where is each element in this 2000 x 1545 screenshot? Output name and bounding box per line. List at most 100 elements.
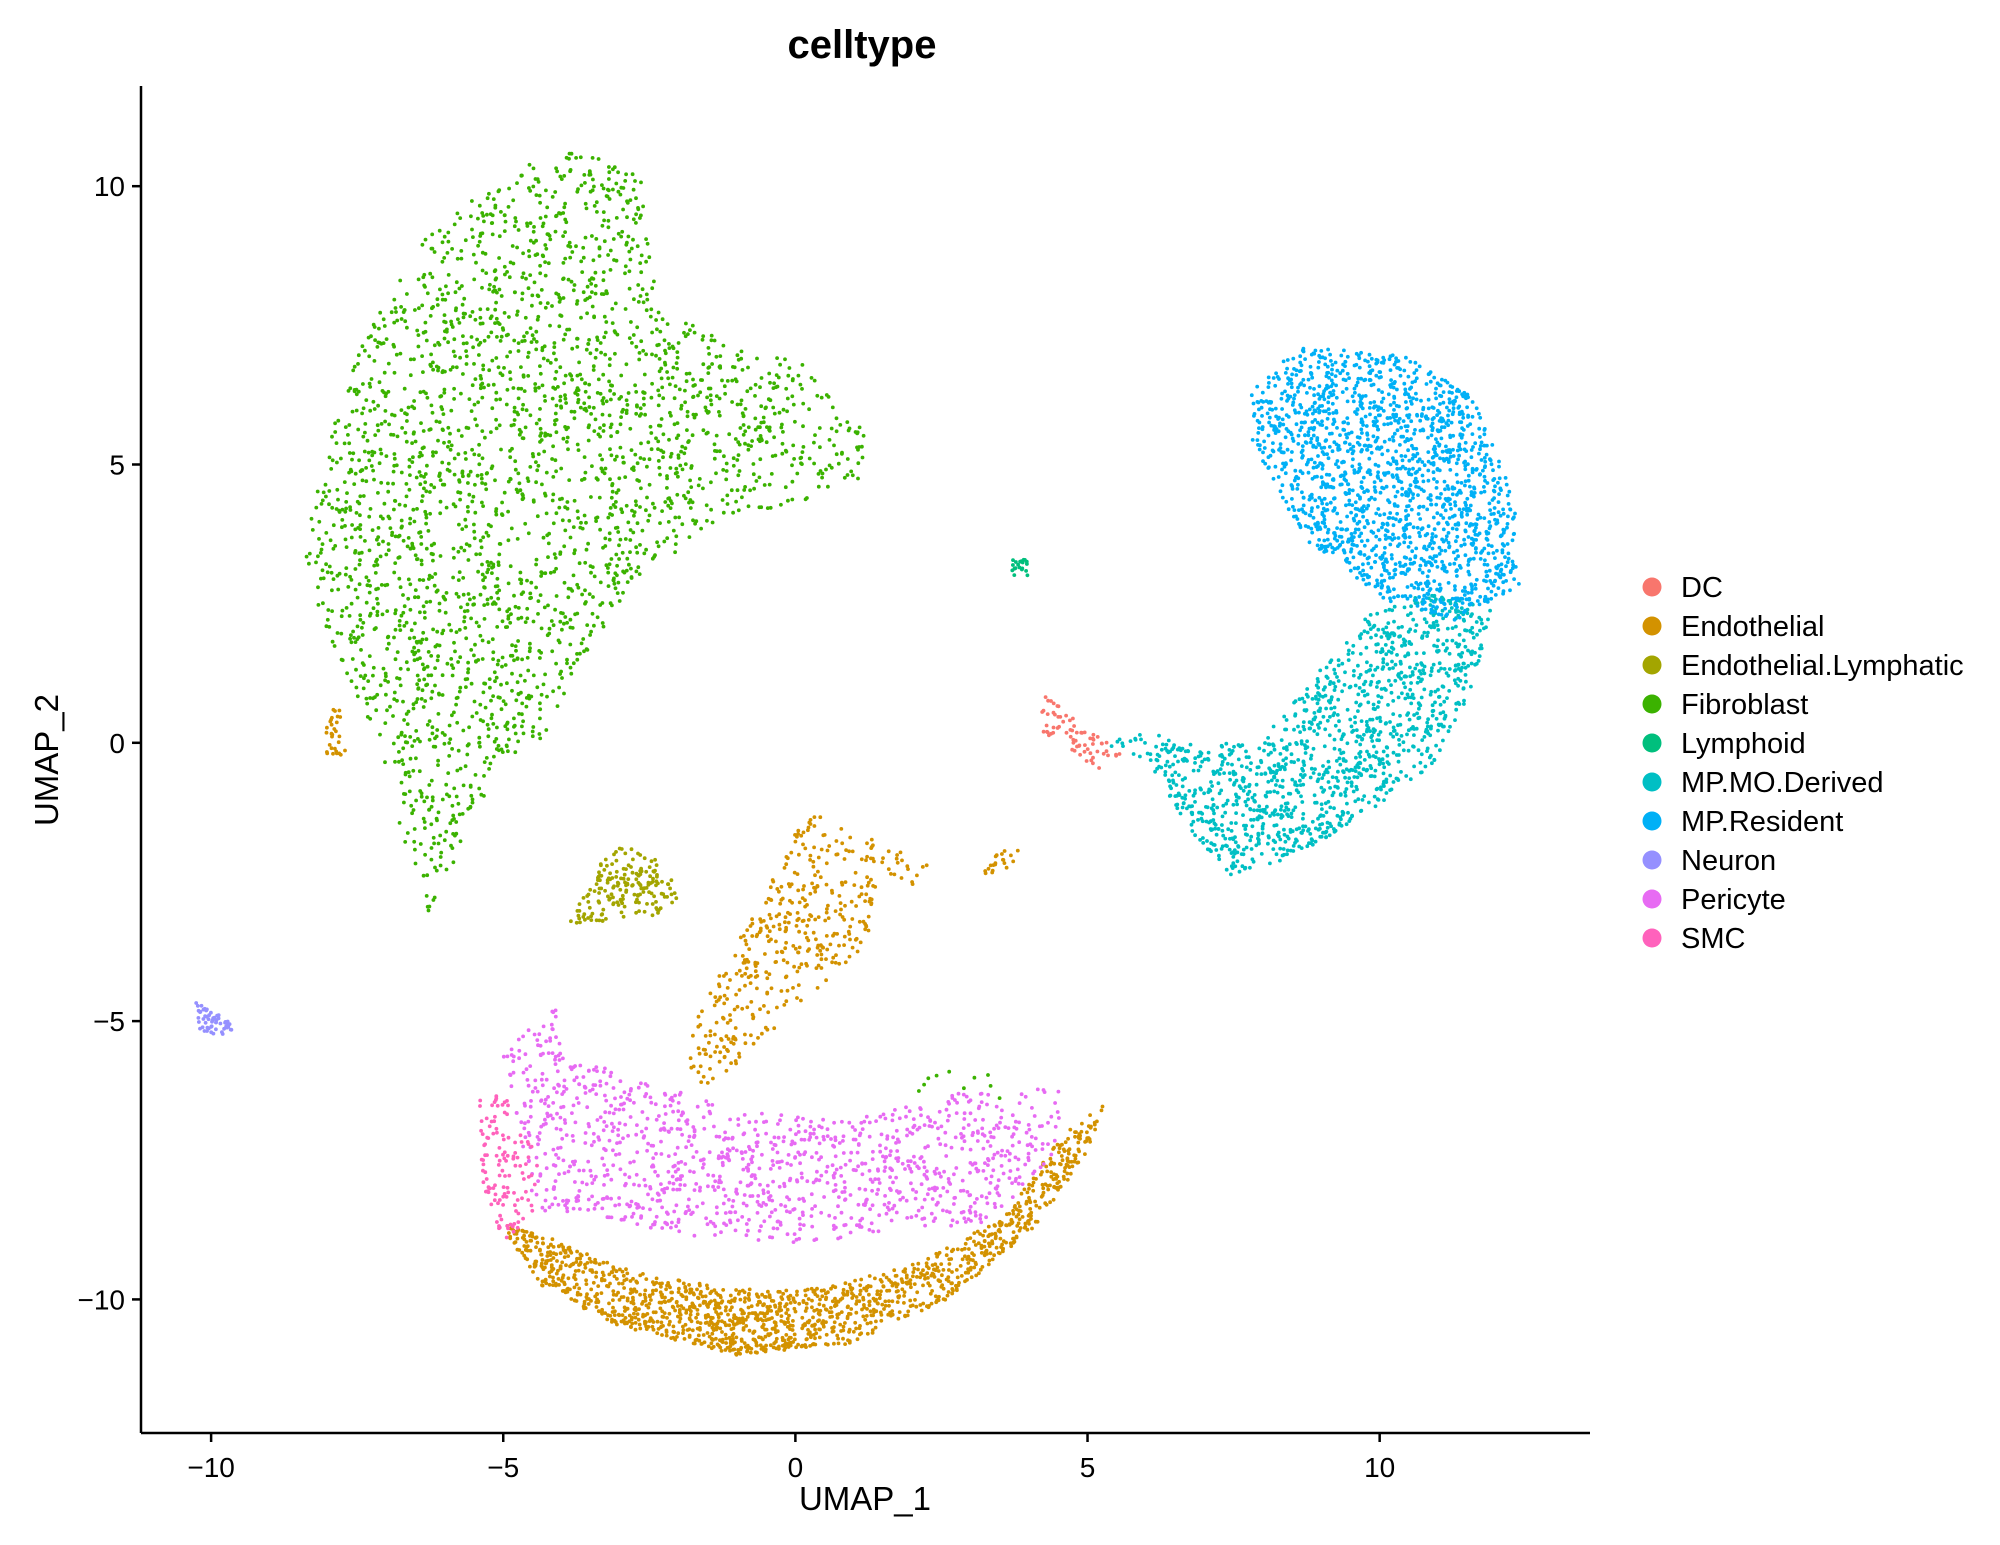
point-fibroblast: [688, 328, 692, 332]
point-fibroblast: [608, 506, 613, 510]
point-fibroblast: [534, 339, 539, 344]
point-fibroblast: [488, 761, 493, 766]
point-endothelial: [760, 1325, 765, 1329]
point-fibroblast: [368, 507, 373, 511]
point-fibroblast: [709, 402, 714, 407]
point-endothelial: [1026, 1213, 1031, 1218]
point-fibroblast: [398, 278, 403, 283]
point-fibroblast: [516, 606, 521, 610]
point-fibroblast: [590, 234, 594, 238]
point-fibroblast: [512, 593, 516, 598]
point-fibroblast: [458, 497, 462, 502]
point-fibroblast: [779, 502, 783, 507]
point-fibroblast: [561, 276, 566, 281]
point-fibroblast: [463, 517, 468, 522]
point-fibroblast: [329, 467, 334, 471]
point-endothelial: [758, 1007, 762, 1012]
point-fibroblast: [480, 231, 485, 236]
point-mp-mo-derived: [1354, 700, 1359, 705]
point-endothelial: [528, 1264, 532, 1269]
point-fibroblast: [613, 571, 618, 576]
point-endothelial: [705, 1283, 709, 1288]
point-endothelial: [551, 1256, 556, 1260]
point-fibroblast: [499, 294, 504, 298]
point-endothelial: [633, 1321, 638, 1325]
point-fibroblast: [563, 505, 567, 510]
point-fibroblast: [389, 432, 393, 437]
point-endothelial-lymphatic: [650, 902, 655, 906]
point-mp-mo-derived: [1183, 793, 1188, 798]
point-endothelial: [708, 991, 713, 996]
point-fibroblast: [433, 572, 438, 576]
point-endothelial: [548, 1250, 553, 1254]
point-endothelial: [906, 867, 910, 871]
point-fibroblast: [505, 727, 510, 732]
point-fibroblast: [477, 624, 481, 629]
point-fibroblast: [462, 619, 466, 624]
point-fibroblast: [427, 719, 432, 723]
point-endothelial: [624, 1277, 629, 1282]
point-fibroblast: [508, 476, 513, 481]
point-fibroblast: [440, 460, 445, 465]
point-fibroblast: [440, 797, 445, 802]
point-fibroblast: [504, 402, 509, 407]
point-endothelial: [784, 862, 789, 867]
point-endothelial: [853, 870, 858, 875]
point-endothelial: [910, 882, 915, 886]
point-fibroblast: [818, 445, 822, 450]
point-fibroblast: [499, 682, 503, 687]
point-fibroblast: [406, 667, 410, 672]
point-dc: [1082, 749, 1087, 754]
point-endothelial: [573, 1269, 578, 1273]
point-fibroblast: [408, 521, 412, 526]
point-fibroblast: [676, 433, 681, 438]
point-fibroblast: [450, 747, 454, 751]
point-fibroblast: [429, 857, 434, 862]
point-fibroblast: [426, 529, 431, 533]
point-endothelial: [864, 858, 868, 863]
point-fibroblast: [395, 650, 400, 654]
point-mp-mo-derived: [1312, 729, 1317, 733]
point-fibroblast: [422, 677, 427, 682]
point-fibroblast: [578, 405, 583, 410]
point-endothelial: [845, 1314, 850, 1319]
point-endothelial: [695, 1326, 700, 1331]
point-fibroblast: [438, 471, 442, 476]
point-fibroblast: [495, 335, 499, 339]
point-endothelial: [813, 1292, 818, 1297]
point-fibroblast: [470, 797, 475, 802]
point-fibroblast: [637, 351, 642, 355]
point-fibroblast: [379, 583, 384, 587]
point-fibroblast: [551, 492, 556, 497]
point-fibroblast: [606, 515, 611, 520]
point-endothelial: [817, 1302, 822, 1307]
point-fibroblast: [429, 673, 434, 678]
point-endothelial: [866, 880, 871, 885]
point-fibroblast: [732, 365, 737, 370]
point-fibroblast: [434, 364, 439, 369]
point-fibroblast: [620, 550, 625, 555]
point-fibroblast: [458, 766, 463, 771]
point-fibroblast: [469, 648, 474, 652]
point-endothelial: [927, 1304, 931, 1308]
point-fibroblast: [827, 438, 832, 442]
point-fibroblast: [601, 292, 606, 296]
point-fibroblast: [709, 333, 714, 338]
point-fibroblast: [480, 395, 485, 400]
point-fibroblast: [554, 469, 558, 474]
point-fibroblast: [486, 734, 491, 739]
point-fibroblast: [550, 498, 555, 503]
point-fibroblast: [552, 552, 557, 556]
point-fibroblast: [460, 812, 465, 816]
point-endothelial: [803, 931, 808, 935]
point-fibroblast: [349, 679, 354, 683]
point-endothelial-lymphatic: [652, 869, 656, 874]
point-fibroblast: [745, 389, 750, 394]
point-endothelial: [830, 888, 834, 893]
point-fibroblast: [709, 507, 713, 512]
point-fibroblast: [466, 558, 471, 562]
point-fibroblast: [347, 614, 352, 618]
point-fibroblast: [446, 340, 450, 345]
point-endothelial: [646, 1305, 651, 1310]
point-endothelial: [954, 1283, 958, 1288]
